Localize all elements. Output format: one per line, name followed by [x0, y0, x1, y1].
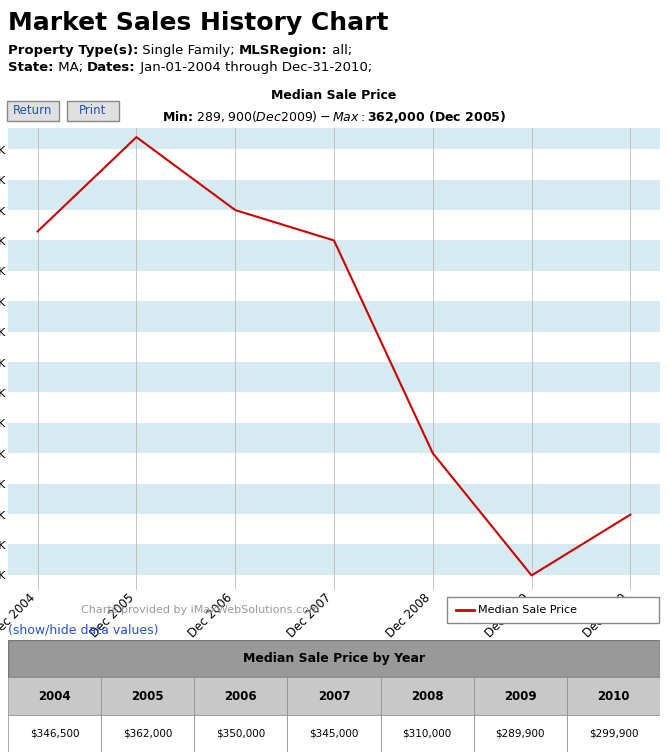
Text: 2008: 2008 — [411, 689, 444, 702]
Text: $299,900: $299,900 — [589, 728, 638, 739]
Bar — [8, 423, 660, 454]
Bar — [8, 484, 660, 514]
Text: $310,000: $310,000 — [403, 728, 452, 739]
Text: $345,000: $345,000 — [309, 728, 359, 739]
Bar — [8, 210, 660, 240]
Bar — [287, 677, 381, 714]
Text: State:: State: — [8, 61, 53, 74]
Text: 2006: 2006 — [224, 689, 257, 702]
Bar — [194, 677, 287, 714]
Bar — [8, 454, 660, 484]
FancyBboxPatch shape — [447, 597, 659, 623]
Bar — [474, 714, 567, 752]
Text: 2010: 2010 — [597, 689, 630, 702]
Bar — [8, 677, 101, 714]
Bar — [8, 544, 660, 575]
Bar — [194, 714, 287, 752]
Bar — [101, 677, 194, 714]
Text: Median Sale Price by Year: Median Sale Price by Year — [243, 652, 425, 665]
FancyBboxPatch shape — [7, 101, 59, 121]
Bar — [8, 180, 660, 210]
Bar — [8, 392, 660, 423]
Text: Charts provided by iMaxWebSolutions.com: Charts provided by iMaxWebSolutions.com — [81, 605, 319, 615]
Bar — [287, 714, 381, 752]
Text: $346,500: $346,500 — [30, 728, 79, 739]
FancyBboxPatch shape — [67, 101, 119, 121]
Text: Jan-01-2004 through Dec-31-2010;: Jan-01-2004 through Dec-31-2010; — [136, 61, 372, 74]
Bar — [101, 714, 194, 752]
Text: Property Type(s):: Property Type(s): — [8, 44, 138, 57]
Text: Dates:: Dates: — [87, 61, 136, 74]
Text: $289,900: $289,900 — [496, 728, 545, 739]
Text: MLSRegion:: MLSRegion: — [239, 44, 328, 57]
Text: $362,000: $362,000 — [123, 728, 172, 739]
Text: 2007: 2007 — [318, 689, 350, 702]
Bar — [8, 714, 101, 752]
Bar — [8, 640, 660, 677]
Bar — [8, 119, 660, 149]
Text: Return: Return — [13, 104, 53, 117]
Text: 2004: 2004 — [38, 689, 71, 702]
Text: Print: Print — [79, 104, 107, 117]
Text: (show/hide data values): (show/hide data values) — [8, 624, 158, 637]
Bar — [8, 271, 660, 301]
Bar — [474, 677, 567, 714]
Bar — [8, 362, 660, 392]
Text: $350,000: $350,000 — [216, 728, 265, 739]
Bar — [381, 714, 474, 752]
Text: all;: all; — [328, 44, 352, 57]
Bar — [8, 301, 660, 332]
Bar — [8, 514, 660, 544]
Text: Median Sale Price: Median Sale Price — [478, 605, 577, 615]
Bar — [8, 149, 660, 180]
Text: 2009: 2009 — [504, 689, 536, 702]
Text: Market Sales History Chart: Market Sales History Chart — [8, 11, 389, 35]
Bar — [8, 240, 660, 271]
Text: 2005: 2005 — [132, 689, 164, 702]
Text: MA;: MA; — [53, 61, 87, 74]
Bar — [567, 677, 660, 714]
Bar — [8, 332, 660, 362]
Title: Median Sale Price
Min: $289,900 (Dec 2009) - Max: $362,000 (Dec 2005): Median Sale Price Min: $289,900 (Dec 200… — [162, 89, 506, 125]
Bar — [381, 677, 474, 714]
Bar — [567, 714, 660, 752]
Text: Single Family;: Single Family; — [138, 44, 239, 57]
